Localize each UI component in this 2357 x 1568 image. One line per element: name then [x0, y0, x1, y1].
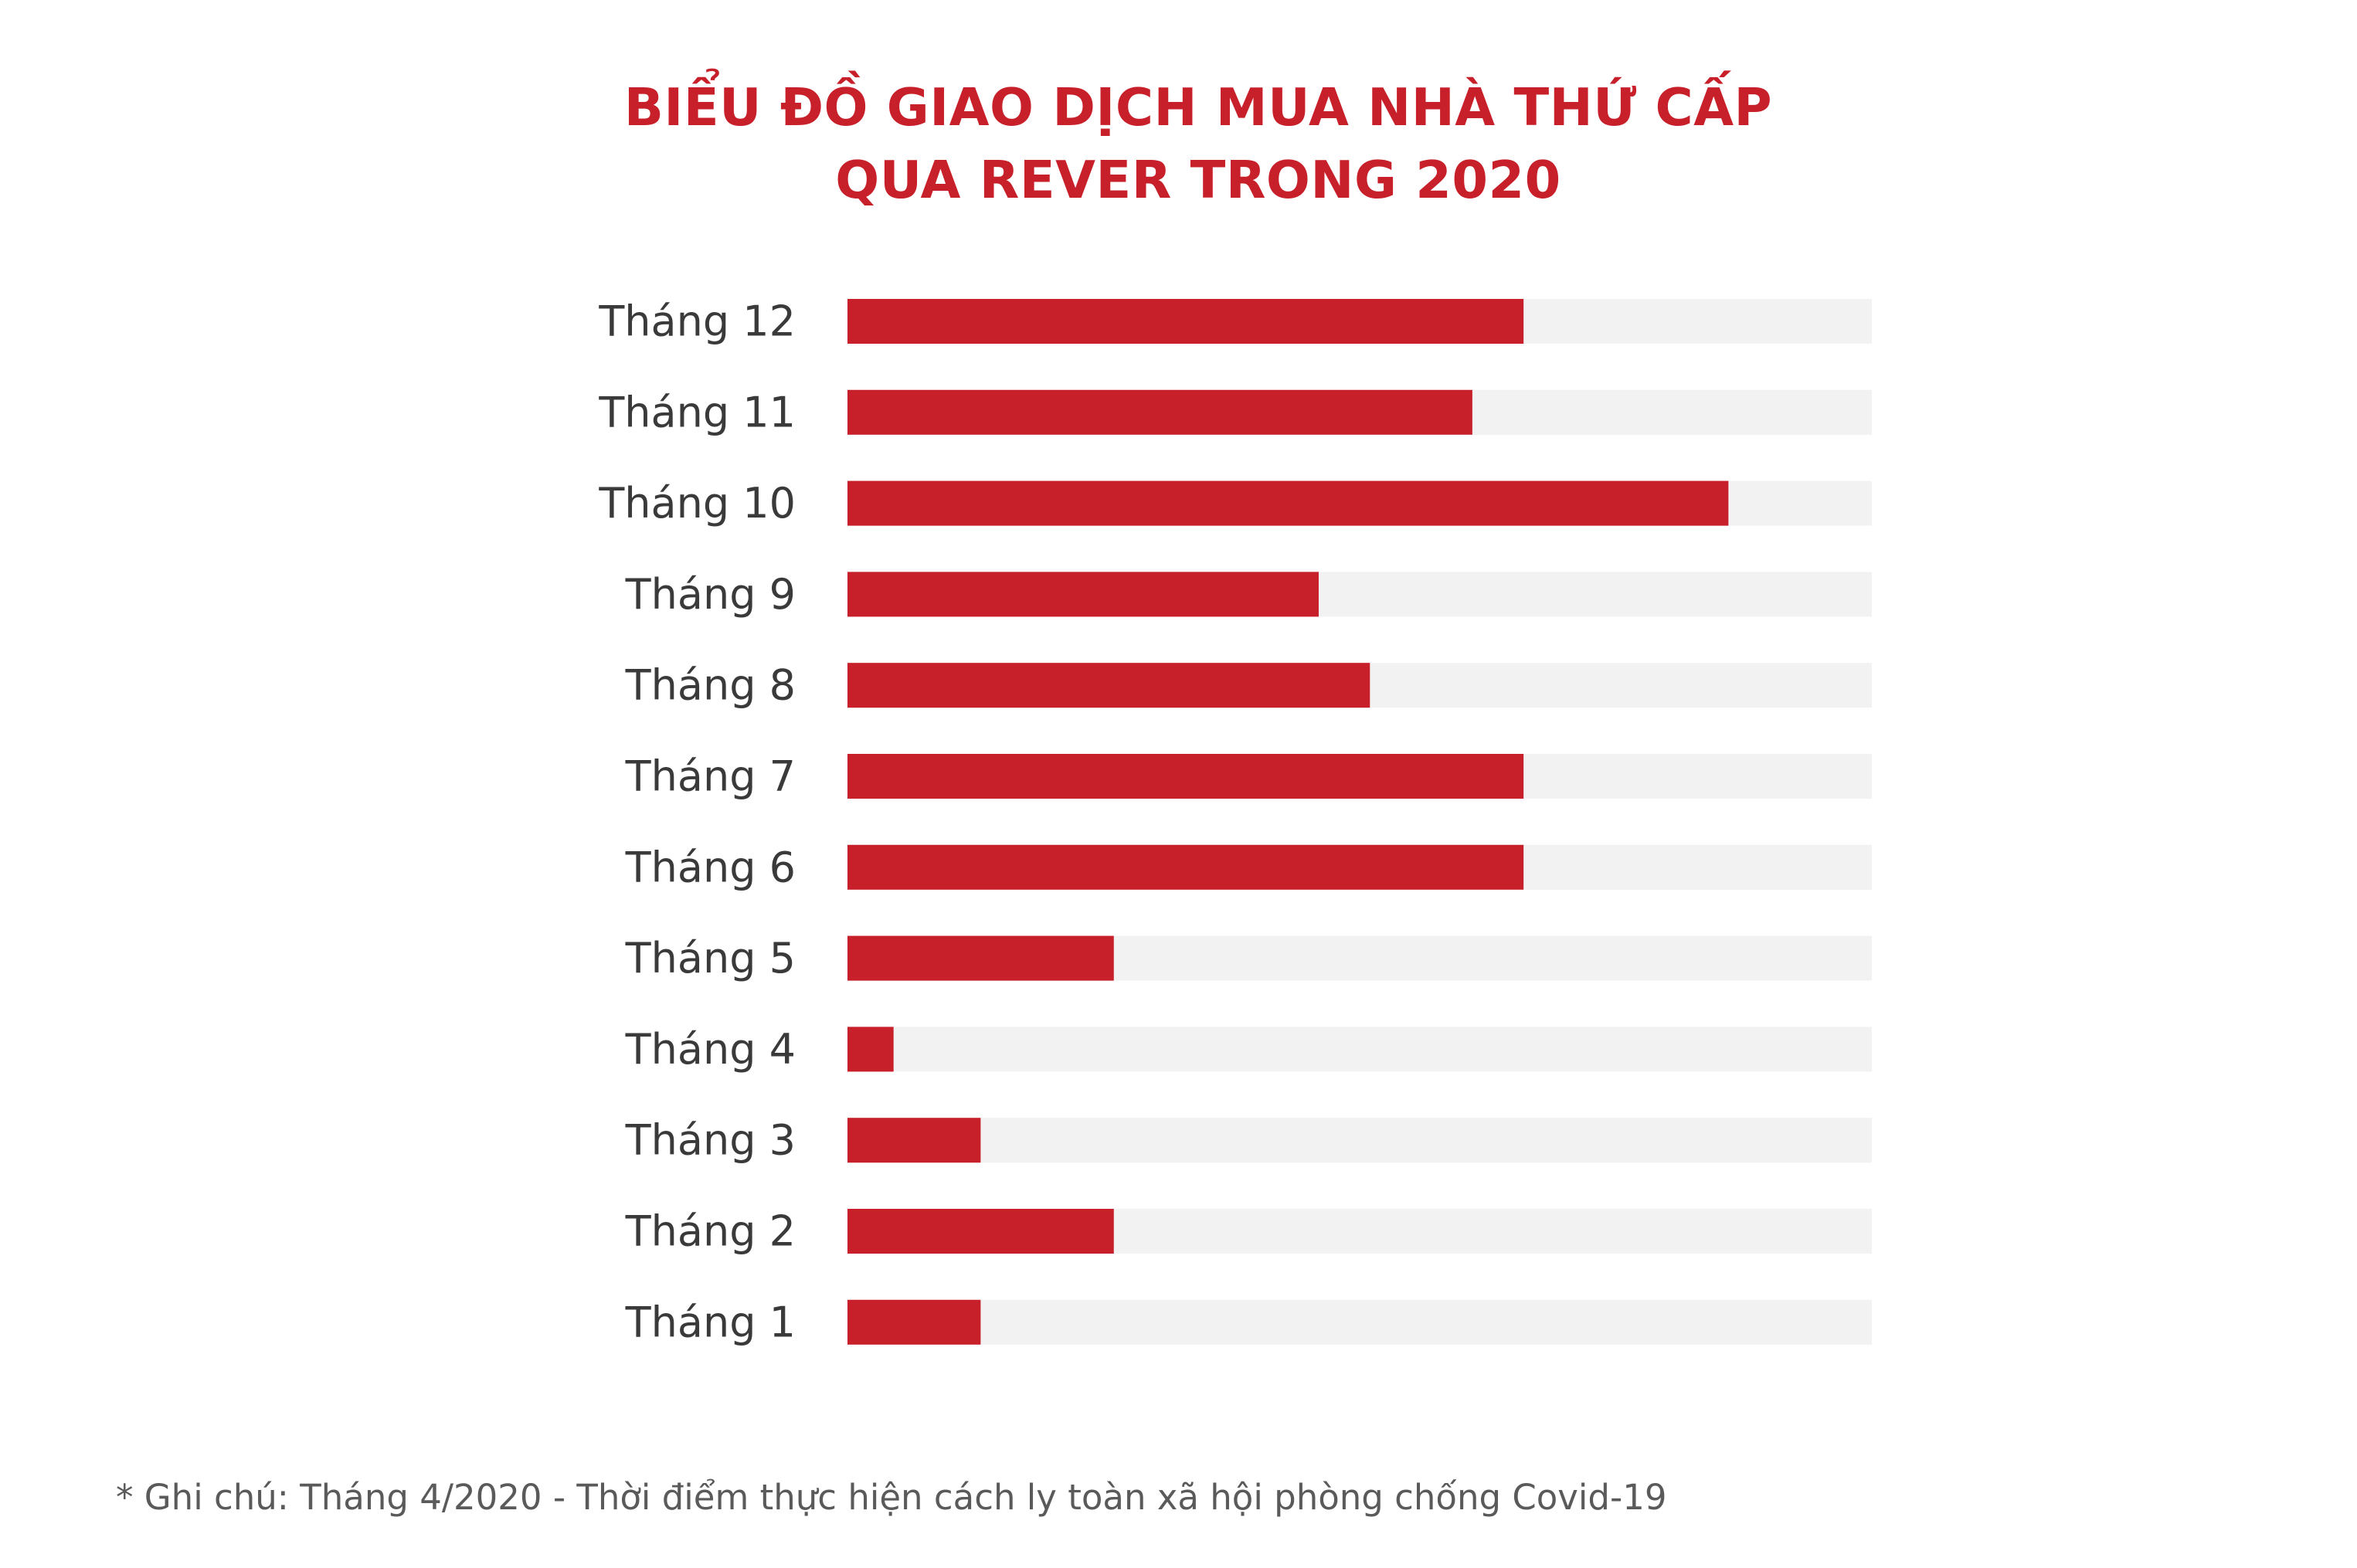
bar [847, 935, 1114, 981]
bar [847, 1209, 1114, 1254]
category-label: Tháng 2 [625, 1207, 796, 1256]
category-label: Tháng 3 [625, 1116, 796, 1165]
bar [847, 389, 1472, 435]
chart-title: BIỂU ĐỒ GIAO DỊCH MUA NHÀ THỨ CẤP QUA RE… [0, 71, 2357, 216]
bar [847, 754, 1524, 799]
category-label: Tháng 7 [625, 752, 796, 801]
bar [847, 1118, 981, 1163]
bar-track [847, 1299, 1872, 1345]
bar-track [847, 1118, 1872, 1163]
category-label: Tháng 4 [625, 1025, 796, 1074]
chart-title-line-2: QUA REVER TRONG 2020 [835, 150, 1561, 210]
bar [847, 1027, 894, 1072]
bar [847, 663, 1370, 708]
category-label: Tháng 8 [625, 661, 796, 710]
bar [847, 1299, 981, 1345]
category-label: Tháng 5 [625, 934, 796, 983]
category-label: Tháng 9 [625, 570, 796, 619]
bar [847, 480, 1729, 526]
category-label: Tháng 11 [598, 388, 796, 436]
bar [847, 299, 1524, 344]
category-label: Tháng 12 [598, 297, 796, 346]
bar [847, 844, 1524, 890]
bar-track [847, 1027, 1872, 1072]
category-label: Tháng 6 [625, 843, 796, 891]
chart-title-line-1: BIỂU ĐỒ GIAO DỊCH MUA NHÀ THỨ CẤP [623, 77, 1773, 137]
category-label: Tháng 10 [598, 479, 796, 528]
footnote: * Ghi chú: Tháng 4/2020 - Thời điểm thực… [116, 1477, 1667, 1518]
category-label: Tháng 1 [625, 1298, 796, 1346]
bar [847, 572, 1319, 617]
